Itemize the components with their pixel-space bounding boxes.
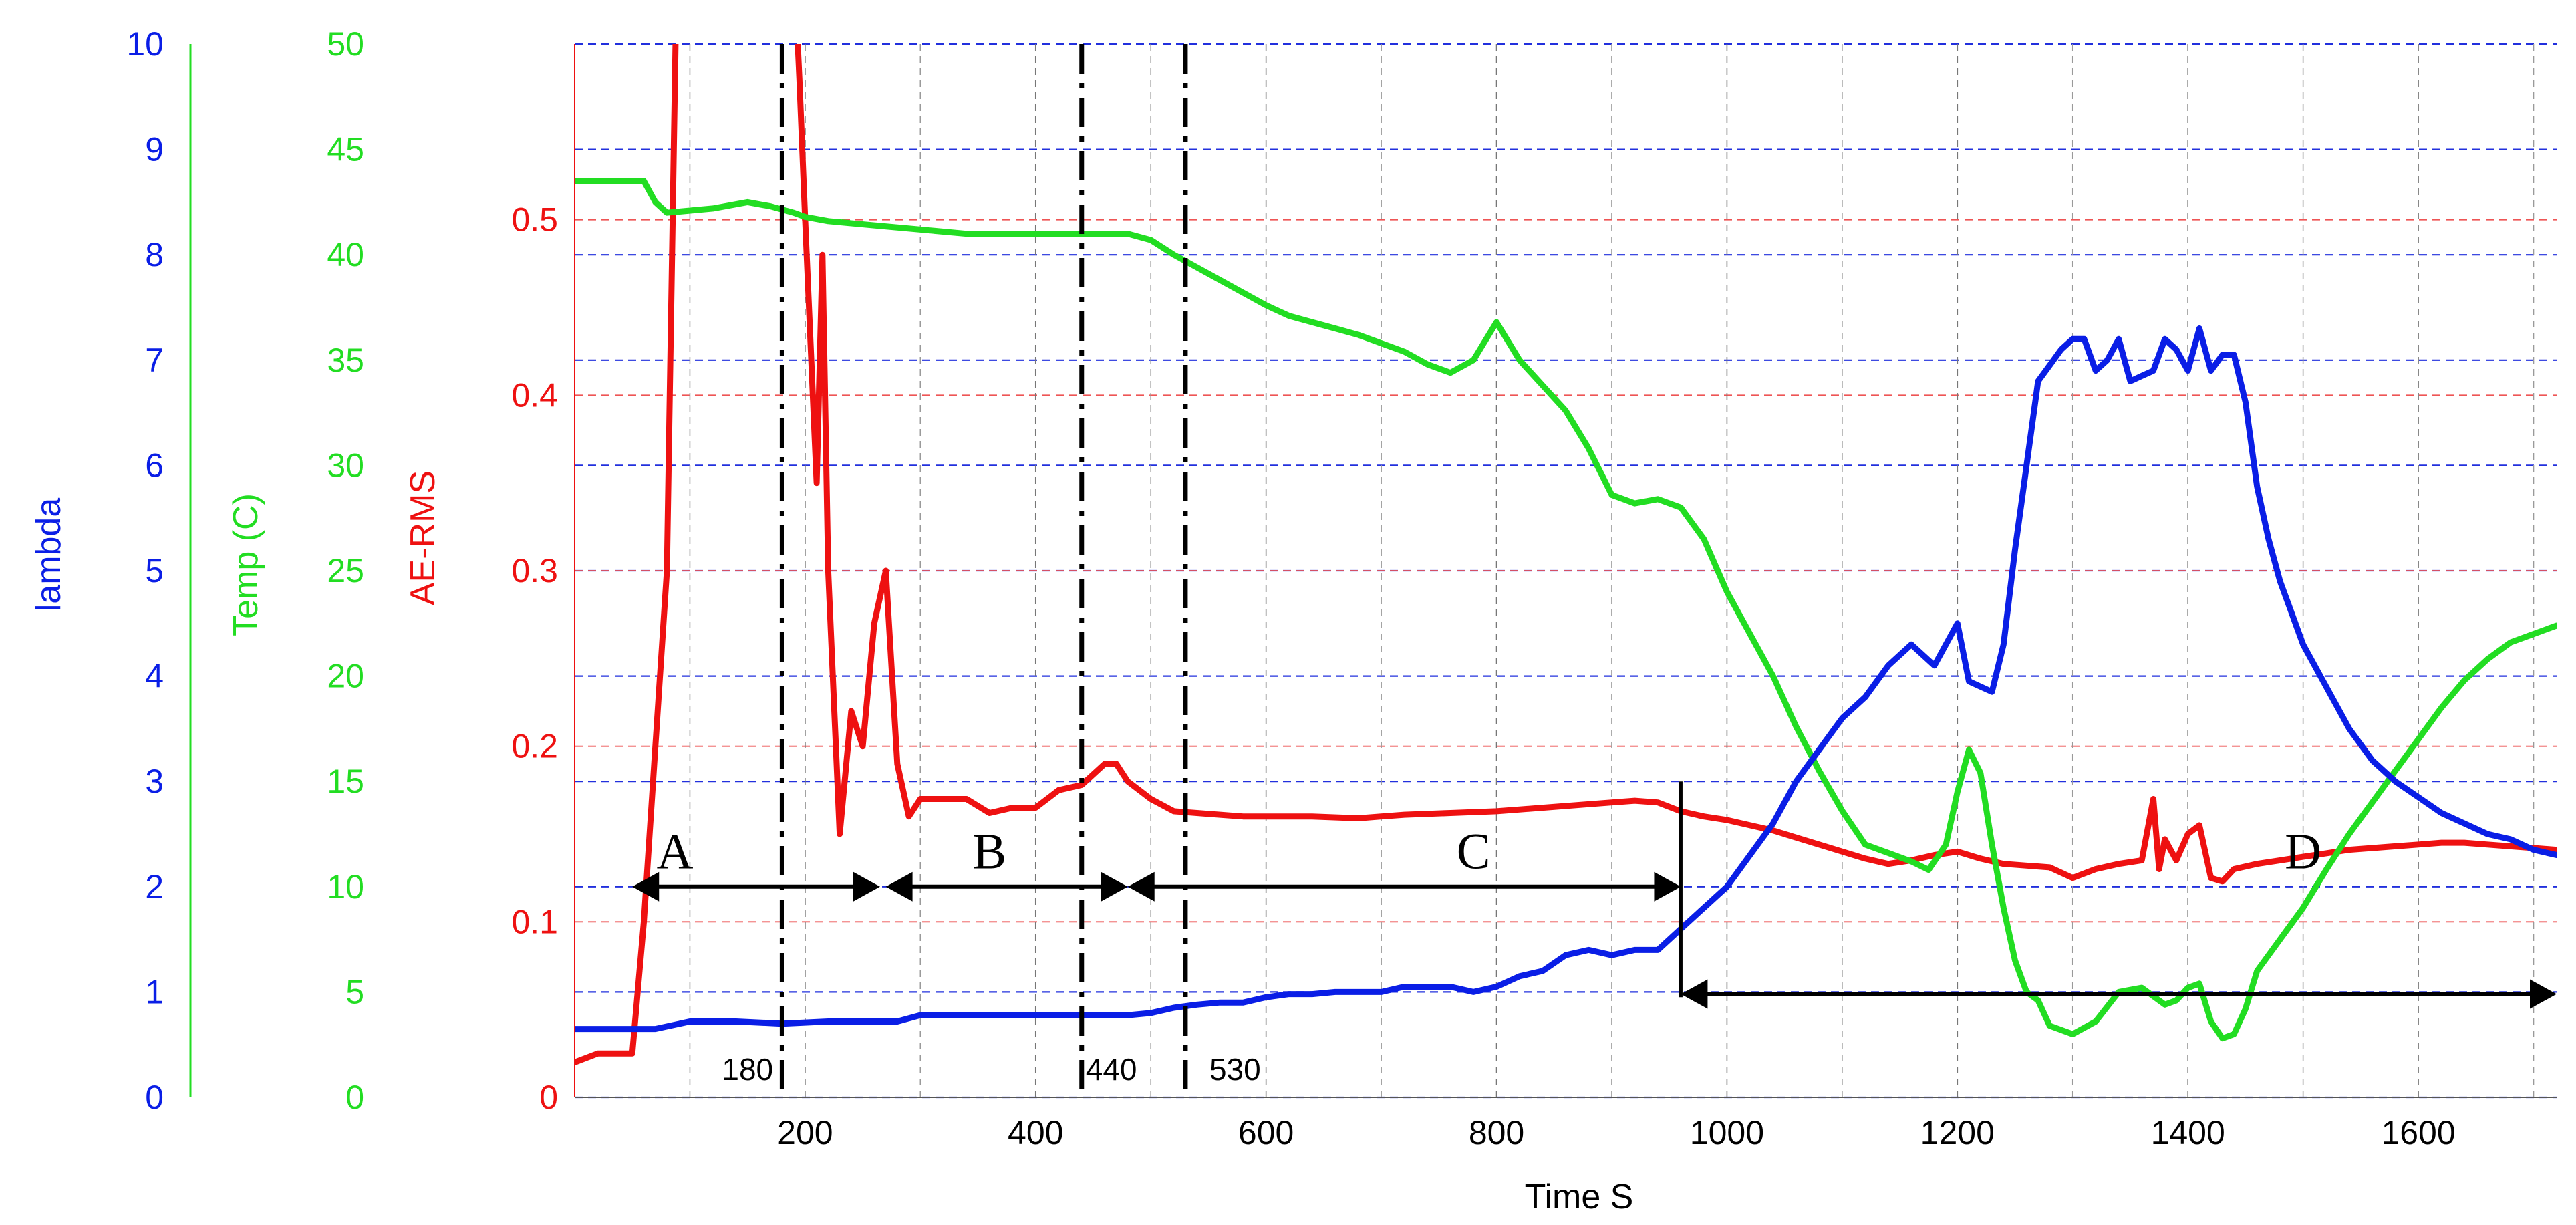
phase-arrowhead [885, 871, 913, 902]
x-tick-label: 600 [1238, 1114, 1294, 1151]
ae-rms-tick-label: 0.2 [511, 728, 558, 765]
ae-rms-axis-label: AE-RMS [404, 470, 442, 605]
x-tick-label: 800 [1469, 1114, 1524, 1151]
temp-tick-label: 0 [345, 1079, 364, 1116]
lambda-tick-label: 8 [145, 236, 164, 273]
lambda-tick-label: 9 [145, 131, 164, 168]
phase-label: B [972, 824, 1006, 880]
temp-tick-label: 10 [327, 868, 364, 906]
ae-rms-tick-label: 0.1 [511, 903, 558, 940]
ae-rms-tick-label: 0.4 [511, 376, 558, 414]
phase-arrowhead [1654, 871, 1681, 902]
phase-label: A [657, 824, 694, 880]
phase-arrowhead [632, 871, 660, 902]
lambda-tick-label: 3 [145, 763, 164, 800]
temp-tick-label: 40 [327, 236, 364, 273]
temp-tick-label: 5 [345, 973, 364, 1010]
temp-tick-label: 35 [327, 342, 364, 379]
lambda-tick-label: 1 [145, 973, 164, 1010]
temp-tick-label: 45 [327, 131, 364, 168]
ae-rms-tick-label: 0.5 [511, 201, 558, 239]
phase-arrowhead [1101, 871, 1128, 902]
x-axis-label: Time S [1525, 1178, 1634, 1216]
x-tick-label: 1600 [2381, 1114, 2455, 1151]
lambda-tick-label: 5 [145, 552, 164, 589]
marker-label: 530 [1209, 1052, 1261, 1087]
temp-tick-label: 20 [327, 658, 364, 695]
lambda-axis-label: lambda [29, 498, 68, 612]
marker-label: 180 [722, 1052, 773, 1087]
phase-arrowhead [1681, 979, 1708, 1009]
lambda-tick-label: 2 [145, 868, 164, 906]
phase-label: C [1457, 824, 1491, 880]
lambda-tick-label: 6 [145, 446, 164, 484]
axes: 0123456789100510152025303540455000.10.20… [29, 25, 2557, 1216]
ae-rms-series-line [575, 44, 2557, 1065]
marker-label: 440 [1086, 1052, 1137, 1087]
ae-rms-tick-label: 0 [539, 1079, 558, 1116]
x-tick-label: 400 [1008, 1114, 1063, 1151]
annotations: 180 440 530 A B C D [632, 44, 2557, 1097]
x-tick-label: 200 [777, 1114, 833, 1151]
temp-axis-label: Temp (C) [227, 493, 265, 636]
lambda-tick-label: 10 [126, 25, 164, 63]
lambda-tick-label: 7 [145, 342, 164, 379]
phase-arrowhead [2530, 979, 2557, 1009]
phase-arrowhead [1127, 871, 1155, 902]
lambda-tick-label: 4 [145, 658, 164, 695]
lambda-series-line [575, 325, 2557, 1033]
phase-arrowhead [853, 871, 880, 902]
x-tick-label: 1000 [1690, 1114, 1764, 1151]
ae-rms-tick-label: 0.3 [511, 552, 558, 589]
temp-tick-label: 50 [327, 25, 364, 63]
x-tick-label: 1400 [2151, 1114, 2225, 1151]
phase-label: D [2285, 824, 2321, 880]
temp-tick-label: 15 [327, 763, 364, 800]
temp-tick-label: 25 [327, 552, 364, 589]
x-tick-label: 1200 [1920, 1114, 1995, 1151]
temp-series-line [575, 178, 2557, 1042]
series-layer [575, 44, 2557, 1065]
lambda-tick-label: 0 [145, 1079, 164, 1116]
temp-tick-label: 30 [327, 446, 364, 484]
